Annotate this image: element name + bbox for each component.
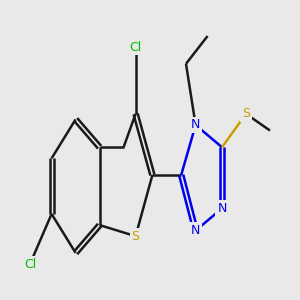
Text: N: N bbox=[191, 118, 200, 131]
Text: S: S bbox=[132, 230, 140, 243]
Text: Cl: Cl bbox=[130, 40, 142, 54]
Text: S: S bbox=[242, 107, 250, 120]
Text: N: N bbox=[191, 224, 200, 237]
Text: Cl: Cl bbox=[24, 257, 36, 271]
Text: N: N bbox=[217, 202, 227, 215]
